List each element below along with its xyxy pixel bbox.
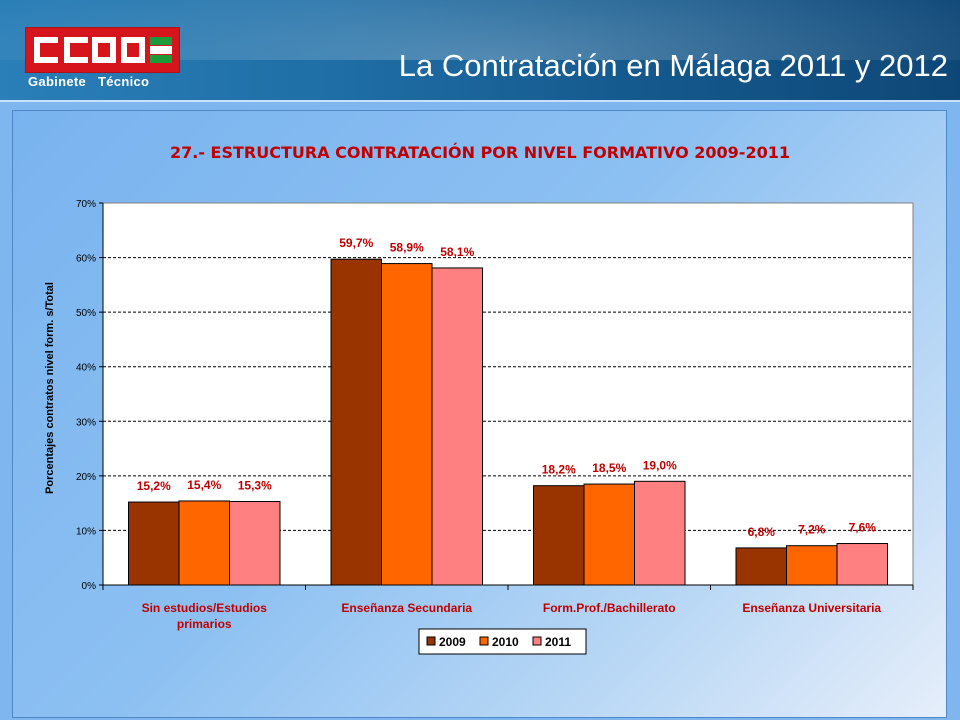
legend-label: 2011 (545, 635, 571, 649)
bar-2009 (128, 501, 180, 586)
logo-subtitle-word: Técnico (98, 74, 150, 89)
slide-title: La Contratación en Málaga 2011 y 2012 (398, 48, 948, 83)
data-label: 19,0% (643, 458, 677, 472)
y-tick-label: 10% (76, 526, 96, 537)
x-tick-label: Enseñanza Secundaria (341, 601, 472, 615)
bar-2010 (381, 263, 433, 586)
bar-2011 (431, 267, 483, 586)
y-tick-label: 20% (76, 472, 96, 483)
legend-swatch-2011 (532, 636, 542, 646)
logo-letter-o2 (121, 37, 145, 63)
legend-label: 2010 (492, 635, 519, 649)
y-tick-label: 70% (76, 199, 96, 210)
data-label: 18,5% (592, 461, 626, 475)
data-label: 18,2% (542, 463, 576, 477)
x-tick-label: primarios (177, 617, 232, 631)
logo-letter-c1 (34, 37, 58, 63)
data-label: 15,3% (238, 479, 272, 493)
bar-2011 (634, 480, 686, 586)
chart-title: 27.- ESTRUCTURA CONTRATACIÓN POR NIVEL F… (170, 143, 790, 162)
logo-subtitle-word: Gabinete (28, 74, 87, 89)
ccoo-logo (25, 27, 180, 73)
data-label: 15,2% (137, 479, 171, 493)
y-tick-label: 60% (76, 254, 96, 265)
header-divider (0, 100, 960, 102)
bar-2010 (786, 545, 838, 586)
y-tick-label: 30% (76, 417, 96, 428)
slide-header: Gabinete Técnico La Contratación en Málag… (0, 0, 960, 100)
data-label: 6,8% (748, 525, 776, 539)
x-tick-label: Sin estudios/Estudios (142, 601, 268, 615)
x-tick-label: Enseñanza Universitaria (742, 601, 881, 615)
data-label: 59,7% (339, 236, 373, 250)
bar-2009 (533, 485, 585, 586)
logo-letter-c2 (64, 37, 88, 63)
y-tick-label: 0% (82, 581, 97, 592)
bar-2011 (836, 543, 888, 586)
data-label: 58,1% (440, 245, 474, 259)
bar-2009 (330, 258, 382, 586)
data-label: 15,4% (187, 478, 221, 492)
logo-letter-o1 (92, 37, 116, 63)
data-label: 7,6% (849, 521, 877, 535)
data-label: 7,2% (798, 523, 826, 537)
x-tick-label: Form.Prof./Bachillerato (543, 601, 676, 615)
bar-2010 (178, 500, 230, 586)
data-label: 58,9% (390, 241, 424, 255)
legend-swatch-2010 (479, 636, 489, 646)
legend-label: 2009 (439, 635, 466, 649)
legend-box (418, 628, 587, 655)
bar-2010 (583, 483, 635, 586)
andalusia-flag-icon (150, 37, 172, 63)
bar-2009 (735, 547, 787, 586)
logo-subtitle: Gabinete Técnico (28, 74, 161, 89)
y-tick-label: 50% (76, 308, 96, 319)
y-tick-label: 40% (76, 363, 96, 374)
legend-swatch-2009 (426, 636, 436, 646)
bar-2011 (229, 501, 281, 586)
